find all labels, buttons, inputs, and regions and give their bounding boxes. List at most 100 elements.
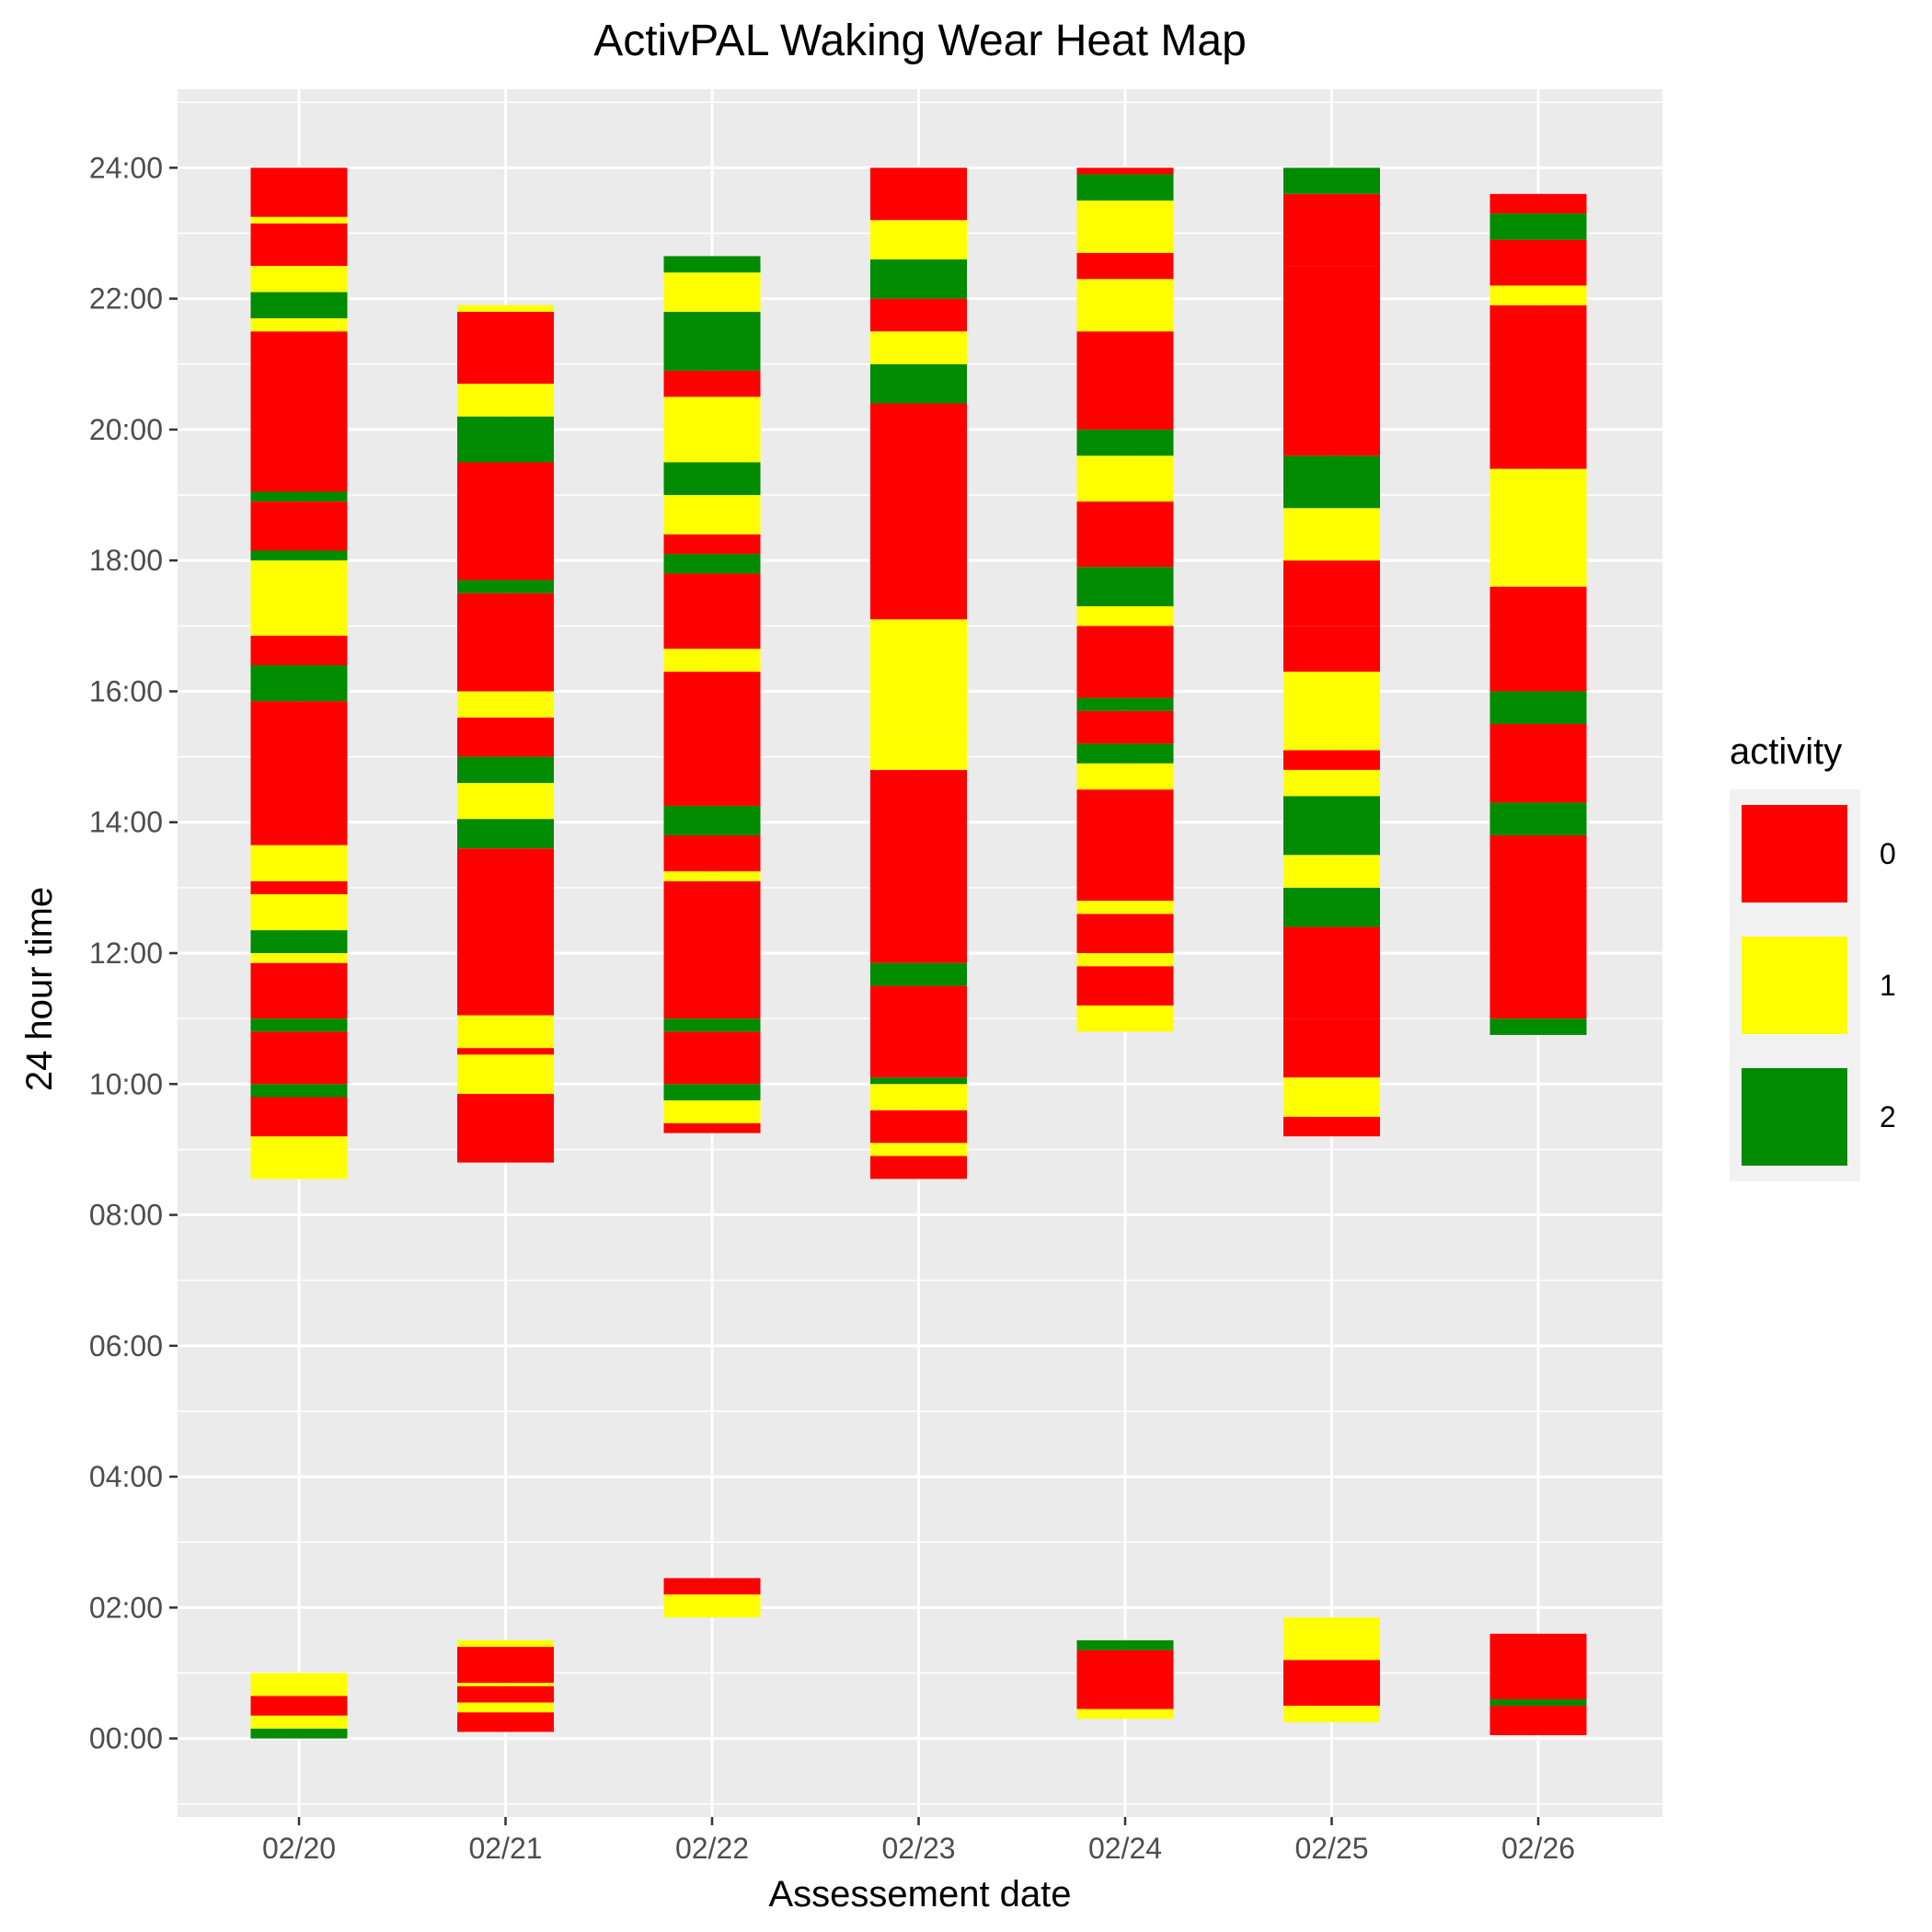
activity-segment bbox=[457, 717, 554, 757]
activity-segment bbox=[1076, 1005, 1174, 1032]
y-tick-label: 24:00 bbox=[89, 151, 163, 184]
activity-segment bbox=[457, 1685, 554, 1703]
activity-segment bbox=[457, 1015, 554, 1049]
activity-segment bbox=[1076, 789, 1174, 902]
activity-segment bbox=[1489, 724, 1587, 803]
activity-segment bbox=[457, 384, 554, 417]
chart-title: ActivPAL Waking Wear Heat Map bbox=[593, 17, 1247, 65]
activity-segment bbox=[663, 1578, 761, 1595]
date-column-02-25 bbox=[1283, 167, 1380, 1722]
activity-segment bbox=[1076, 710, 1174, 744]
activity-segment bbox=[1283, 455, 1380, 509]
activity-segment bbox=[250, 266, 348, 293]
activity-segment bbox=[663, 370, 761, 397]
activity-segment bbox=[663, 272, 761, 312]
activity-segment bbox=[1076, 200, 1174, 253]
activity-segment bbox=[663, 649, 761, 673]
activity-segment bbox=[1489, 239, 1587, 286]
activity-segment bbox=[663, 805, 761, 835]
x-tick-label: 02/22 bbox=[675, 1832, 749, 1865]
activity-segment bbox=[457, 1712, 554, 1732]
activity-segment bbox=[663, 1122, 761, 1133]
activity-segment bbox=[1283, 1116, 1380, 1137]
activity-segment bbox=[1283, 560, 1380, 627]
activity-segment bbox=[457, 311, 554, 385]
activity-segment bbox=[1489, 193, 1587, 214]
date-column-02-22 bbox=[663, 256, 761, 1618]
date-column-02-20 bbox=[250, 167, 348, 1739]
activity-segment bbox=[870, 1143, 967, 1156]
activity-segment bbox=[870, 331, 967, 364]
legend-swatch-0 bbox=[1742, 805, 1847, 903]
activity-segment bbox=[1489, 1698, 1587, 1707]
activity-segment bbox=[250, 845, 348, 881]
x-tick-label: 02/23 bbox=[881, 1832, 955, 1865]
x-tick-label: 02/25 bbox=[1294, 1832, 1368, 1865]
activity-segment bbox=[663, 573, 761, 650]
activity-segment bbox=[1076, 331, 1174, 430]
activity-segment bbox=[663, 311, 761, 371]
activity-segment bbox=[870, 1084, 967, 1110]
x-tick-label: 02/20 bbox=[262, 1832, 336, 1865]
activity-segment bbox=[1076, 966, 1174, 1006]
activity-segment bbox=[663, 871, 761, 881]
activity-segment bbox=[1283, 1077, 1380, 1117]
activity-segment bbox=[250, 1136, 348, 1179]
activity-segment bbox=[457, 1702, 554, 1713]
activity-segment bbox=[250, 1673, 348, 1696]
activity-segment bbox=[1489, 213, 1587, 240]
activity-segment bbox=[1076, 279, 1174, 332]
activity-segment bbox=[1489, 468, 1587, 515]
activity-segment bbox=[870, 298, 967, 332]
activity-segment bbox=[663, 672, 761, 806]
activity-segment bbox=[663, 462, 761, 496]
activity-segment bbox=[457, 1054, 554, 1094]
activity-segment bbox=[663, 256, 761, 273]
activity-segment bbox=[870, 167, 967, 221]
y-tick-label: 12:00 bbox=[89, 937, 163, 970]
y-tick-label: 00:00 bbox=[89, 1722, 163, 1755]
activity-segment bbox=[1076, 501, 1174, 568]
activity-segment bbox=[250, 880, 348, 894]
activity-segment bbox=[1283, 508, 1380, 561]
activity-segment bbox=[250, 1728, 348, 1739]
y-tick-label: 06:00 bbox=[89, 1329, 163, 1363]
activity-segment bbox=[1283, 887, 1380, 927]
activity-segment bbox=[1283, 1018, 1380, 1078]
activity-segment bbox=[457, 580, 554, 593]
x-axis-title: Assessement date bbox=[768, 1874, 1071, 1915]
activity-segment bbox=[1489, 691, 1587, 725]
activity-segment bbox=[1283, 672, 1380, 751]
y-tick-label: 04:00 bbox=[89, 1460, 163, 1493]
activity-segment bbox=[1076, 429, 1174, 456]
activity-segment bbox=[1283, 193, 1380, 267]
activity-segment bbox=[250, 1018, 348, 1032]
activity-segment bbox=[1283, 626, 1380, 673]
activity-segment bbox=[1076, 953, 1174, 967]
activity-segment bbox=[870, 403, 967, 620]
activity-segment bbox=[250, 550, 348, 561]
activity-segment bbox=[250, 930, 348, 953]
activity-segment bbox=[1489, 305, 1587, 469]
activity-segment bbox=[250, 501, 348, 551]
date-column-02-24 bbox=[1076, 167, 1174, 1719]
activity-segment bbox=[1283, 1660, 1380, 1707]
activity-segment bbox=[457, 819, 554, 849]
activity-segment bbox=[1283, 266, 1380, 456]
activity-segment bbox=[1076, 914, 1174, 953]
activity-segment bbox=[1283, 796, 1380, 856]
y-tick-label: 14:00 bbox=[89, 806, 163, 839]
activity-segment bbox=[250, 167, 348, 217]
activity-segment bbox=[663, 1084, 761, 1101]
activity-segment bbox=[1283, 855, 1380, 888]
activity-segment bbox=[1283, 167, 1380, 194]
activity-segment bbox=[1076, 252, 1174, 280]
activity-segment bbox=[870, 769, 967, 963]
legend-title: activity bbox=[1730, 731, 1842, 772]
activity-segment bbox=[1489, 834, 1587, 1019]
activity-segment bbox=[457, 783, 554, 820]
activity-segment bbox=[1076, 1639, 1174, 1650]
activity-segment bbox=[457, 848, 554, 1016]
